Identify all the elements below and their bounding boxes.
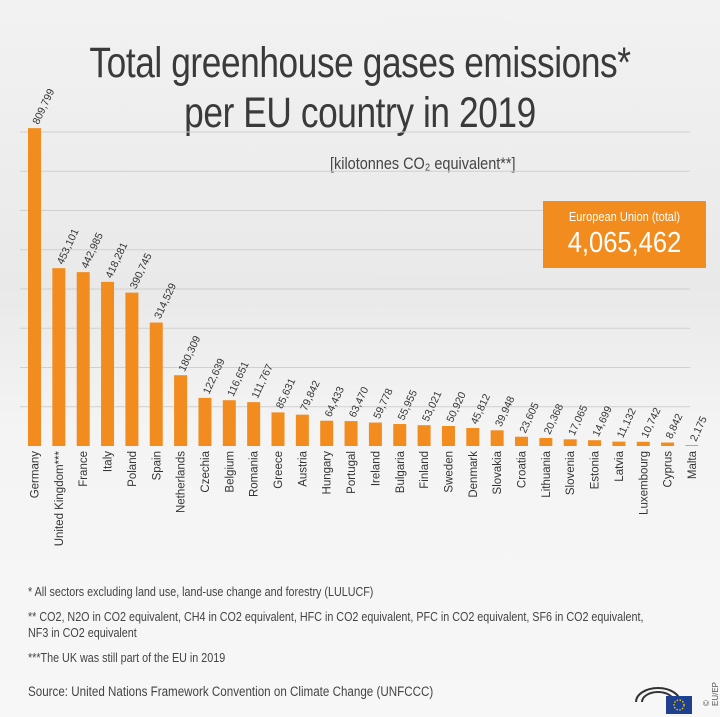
category-label: Portugal	[346, 451, 358, 494]
category-label: Slovakia	[492, 450, 504, 494]
category-label: United Kingdom***	[54, 450, 66, 546]
category-label: Netherlands	[176, 451, 188, 513]
chart-title: Total greenhouse gases emissions* per EU…	[89, 39, 631, 137]
data-label: 8,842	[663, 412, 685, 441]
category-label: Bulgaria	[395, 450, 407, 493]
data-label: 59,778	[371, 386, 396, 420]
european-parliament-logo	[635, 687, 692, 714]
category-label: Belgium	[224, 451, 236, 493]
bar-germany	[28, 128, 41, 447]
data-label: 314,529	[152, 281, 179, 321]
bar-hungary	[320, 420, 334, 446]
category-label: Ireland	[370, 451, 382, 486]
eu-total-value: 4,065,462	[567, 227, 682, 259]
data-label: 45,812	[469, 392, 494, 426]
bar-slovenia	[563, 439, 577, 446]
data-label: 85,631	[274, 376, 299, 410]
category-label: Latvia	[614, 450, 626, 481]
data-label: 14,699	[590, 404, 615, 438]
category-label: Greece	[273, 451, 285, 489]
category-label: Spain	[151, 451, 163, 480]
data-label: 122,639	[201, 357, 228, 397]
category-label: Luxembourg	[638, 451, 650, 515]
bar-spain	[149, 322, 163, 446]
data-label: 390,745	[128, 251, 155, 291]
bar-united-kingdom-	[52, 268, 66, 446]
data-label: 79,842	[298, 379, 323, 413]
category-label: Estonia	[590, 450, 602, 489]
category-label: Malta	[687, 450, 699, 479]
eu-total-box: European Union (total) 4,065,462	[543, 201, 706, 268]
bar-chart: 809,799 Germany 453,101 United Kingdom*** 44…	[20, 87, 710, 546]
bar-cyprus	[661, 442, 675, 446]
bar-poland	[125, 292, 139, 446]
category-label: Austria	[297, 450, 309, 486]
bar-sweden	[441, 426, 455, 446]
category-label: Croatia	[517, 450, 529, 488]
footnote-3: ***The UK was still part of the EU in 20…	[28, 651, 226, 665]
bar-czechia	[198, 397, 212, 446]
bar-estonia	[588, 440, 602, 446]
data-label: 809,799	[30, 87, 57, 127]
category-label: Romania	[249, 450, 261, 497]
bar-greece	[271, 412, 285, 446]
eu-total-label: European Union (total)	[568, 209, 681, 224]
data-label: 418,281	[103, 240, 130, 280]
category-label: Czechia	[200, 450, 212, 492]
bar-austria	[295, 414, 309, 446]
data-label: 17,065	[566, 403, 591, 437]
data-label: 64,433	[323, 385, 348, 419]
category-label: Finland	[419, 451, 431, 489]
data-label: 116,651	[225, 360, 252, 399]
category-label: Poland	[127, 451, 139, 487]
bar-lithuania	[539, 438, 553, 446]
data-label: 11,132	[615, 406, 639, 440]
data-label: 23,605	[517, 401, 542, 435]
category-label: Hungary	[322, 451, 334, 495]
category-label: Sweden	[443, 451, 455, 493]
data-label: 55,955	[396, 388, 421, 422]
category-label: Denmark	[468, 451, 480, 498]
data-label: 39,948	[493, 394, 518, 428]
bar-slovakia	[490, 430, 504, 446]
bar-ireland	[368, 422, 382, 446]
bar-netherlands	[174, 375, 188, 446]
bar-luxembourg	[636, 441, 650, 446]
data-label: 453,101	[55, 227, 82, 267]
credit: © EU/EP	[702, 681, 720, 706]
data-label: 10,742	[639, 406, 664, 440]
bar-portugal	[344, 421, 358, 446]
category-label: Slovenia	[565, 450, 577, 495]
bar-latvia	[612, 441, 626, 446]
footnote-2: ** CO2, N2O in CO2 equivalent, CH4 in CO…	[28, 610, 644, 640]
bar-malta	[685, 445, 699, 446]
chart-subtitle: [kilotonnes CO₂ equivalent**]	[330, 154, 516, 173]
footnote-1: * All sectors excluding land use, land-u…	[28, 585, 374, 599]
data-label: 2,175	[688, 414, 710, 443]
bar-italy	[101, 281, 115, 446]
data-label: 63,470	[347, 385, 372, 419]
category-label: Cyprus	[663, 451, 675, 488]
bar-france	[76, 272, 90, 446]
data-label: 442,985	[79, 231, 106, 271]
bar-denmark	[466, 428, 480, 446]
source: Source: United Nations Framework Convent…	[28, 684, 434, 699]
bar-belgium	[222, 400, 236, 446]
category-label: Italy	[103, 451, 115, 472]
category-label: France	[78, 451, 90, 487]
bar-croatia	[515, 436, 528, 446]
category-label: Lithuania	[541, 450, 553, 497]
bar-romania	[247, 402, 261, 446]
bar-bulgaria	[393, 424, 407, 446]
category-label: Germany	[30, 451, 42, 499]
bar-finland	[417, 425, 431, 446]
